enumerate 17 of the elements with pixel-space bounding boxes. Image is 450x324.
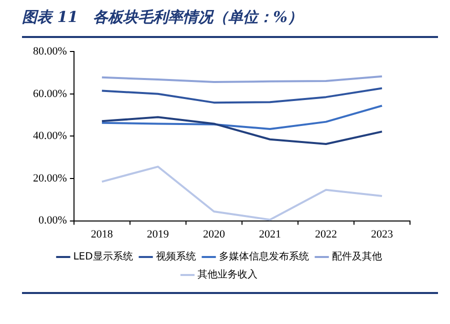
legend-label: LED显示系统 (73, 250, 133, 263)
legend-label: 视频系统 (156, 250, 196, 263)
x-tick-label: 2018 (90, 228, 114, 240)
y-tick-label: 20.00% (32, 172, 67, 184)
y-tick-label: 60.00% (32, 88, 67, 100)
legend-label: 多媒体信息发布系统 (218, 250, 309, 263)
x-tick-label: 2022 (314, 228, 337, 240)
x-tick-label: 2020 (202, 228, 226, 240)
x-tick-label: 2019 (146, 228, 170, 240)
x-tick-label: 2023 (370, 228, 394, 240)
legend-label: 配件及其他 (332, 250, 382, 263)
legend-label: 其他业务收入 (198, 268, 258, 281)
chart-title: 图表 11 各板块毛利率情况（单位：%） (22, 8, 302, 27)
y-tick-label: 40.00% (32, 130, 67, 142)
y-tick-label: 0.00% (38, 214, 67, 227)
x-tick-label: 2021 (258, 228, 281, 240)
y-tick-label: 80.00% (32, 45, 67, 58)
